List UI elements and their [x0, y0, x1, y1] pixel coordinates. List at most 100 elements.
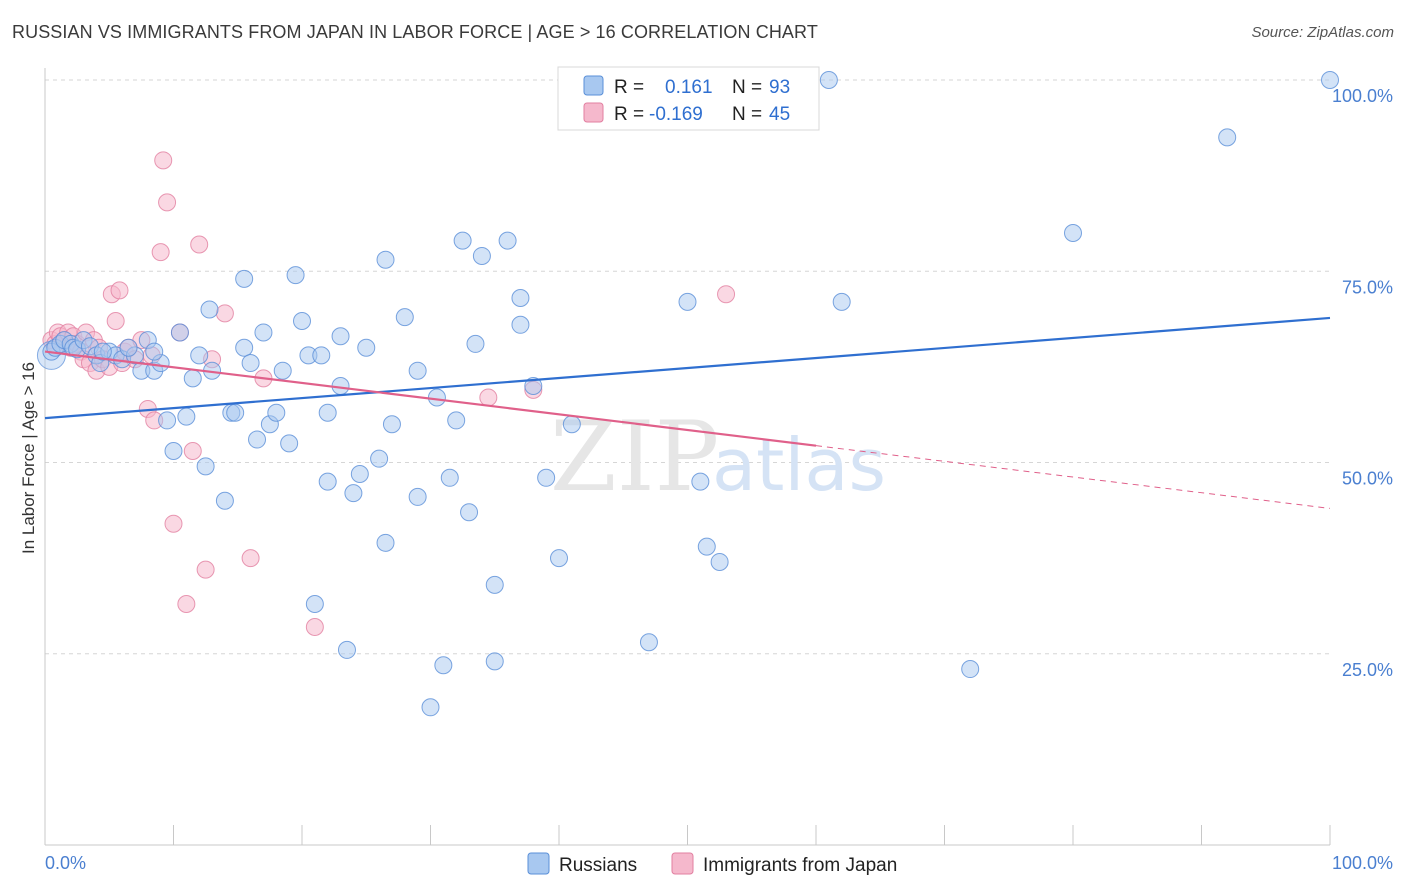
point-russians-51 — [350, 464, 369, 483]
legend-n-value-2: 45 — [769, 104, 790, 125]
point-japan-45 — [717, 285, 736, 304]
point-russians-84 — [832, 292, 851, 311]
point-russians-66 — [460, 503, 479, 522]
trend-lines — [44, 316, 1331, 509]
point-russians-53 — [370, 449, 389, 468]
point-russians-86 — [1064, 224, 1082, 242]
point-russians-25 — [196, 457, 215, 476]
point-russians-70 — [485, 652, 504, 671]
point-japan-29 — [151, 243, 170, 262]
point-russians-77 — [562, 415, 581, 434]
legend-swatch-japan — [583, 102, 604, 123]
point-russians-45 — [318, 472, 337, 491]
point-russians-50 — [344, 484, 363, 503]
point-russians-28 — [215, 491, 234, 510]
correlation-legend: R = 0.161 N = 93 R = -0.169 N = 45 — [557, 66, 820, 131]
point-russians-71 — [498, 231, 517, 250]
point-japan-34 — [177, 595, 196, 614]
point-japan-43 — [479, 388, 498, 407]
point-russians-46 — [318, 403, 337, 422]
legend-r-value-2: -0.169 — [649, 104, 703, 125]
point-japan-31 — [154, 151, 173, 170]
legend-r-value-1: 0.161 — [665, 77, 713, 98]
bottom-legend-russians: Russians — [559, 855, 637, 876]
point-russians-38 — [273, 361, 292, 380]
point-russians-68 — [472, 246, 491, 265]
y-tick-label-1: 50.0% — [1342, 469, 1393, 489]
point-japan-19 — [106, 311, 125, 330]
series-russians — [36, 71, 1339, 717]
x-tick-label-0: 0.0% — [45, 853, 86, 873]
point-russians-44 — [312, 346, 331, 365]
legend-swatch-russians — [583, 75, 604, 96]
point-russians-35 — [254, 323, 273, 342]
x-tick-label-1: 100.0% — [1332, 853, 1393, 873]
point-russians-48 — [331, 327, 350, 346]
point-russians-26 — [200, 300, 219, 319]
point-japan-39 — [215, 304, 234, 323]
trend-japan-dashed — [815, 445, 1331, 509]
point-russians-80 — [691, 472, 710, 491]
point-russians-19 — [158, 411, 177, 430]
point-russians-74 — [524, 377, 543, 395]
point-russians-60 — [421, 698, 440, 717]
point-russians-63 — [440, 468, 459, 487]
point-russians-55 — [376, 533, 395, 552]
point-japan-42 — [305, 617, 324, 636]
point-japan-20 — [110, 281, 129, 300]
point-russians-90 — [119, 338, 138, 357]
trend-russians — [44, 316, 1331, 420]
point-russians-31 — [235, 338, 254, 357]
point-russians-59 — [408, 361, 427, 380]
trend-japan-solid — [44, 350, 817, 447]
bottom-legend-japan: Immigrants from Japan — [703, 855, 897, 876]
point-russians-56 — [382, 415, 401, 434]
point-russians-43 — [305, 595, 324, 614]
point-russians-21 — [170, 323, 189, 342]
y-tick-label-2: 75.0% — [1342, 277, 1393, 297]
point-russians-23 — [183, 369, 202, 388]
chart-title: RUSSIAN VS IMMIGRANTS FROM JAPAN IN LABO… — [12, 22, 818, 42]
point-russians-41 — [293, 311, 311, 330]
legend-r-label-1: R = — [614, 77, 644, 98]
point-russians-78 — [639, 633, 658, 652]
grid-lines — [45, 79, 1330, 655]
point-russians-76 — [550, 549, 568, 568]
point-russians-57 — [395, 308, 414, 327]
point-russians-24 — [190, 346, 209, 365]
point-russians-64 — [447, 411, 466, 430]
source-label: Source: ZipAtlas.com — [1251, 24, 1394, 41]
point-russians-67 — [466, 334, 485, 353]
point-russians-22 — [177, 407, 196, 426]
point-japan-35 — [183, 442, 202, 461]
point-japan-30 — [158, 193, 177, 212]
legend-n-label-1: N = — [732, 77, 762, 98]
point-russians-30 — [226, 403, 245, 422]
point-russians-34 — [248, 430, 267, 449]
legend-r-label-2: R = — [614, 104, 644, 125]
legend-n-label-2: N = — [732, 104, 762, 125]
point-russians-65 — [453, 231, 472, 250]
point-japan-36 — [190, 235, 209, 254]
point-russians-79 — [678, 292, 697, 311]
bottom-legend-swatch-japan — [671, 852, 694, 875]
y-axis-label: In Labor Force | Age > 16 — [19, 362, 38, 554]
point-russians-40 — [286, 266, 305, 285]
axes — [44, 68, 1331, 846]
point-russians-72 — [511, 289, 530, 308]
point-russians-91 — [93, 342, 112, 361]
point-russians-20 — [164, 442, 183, 461]
bottom-legend-swatch-russians — [527, 852, 550, 875]
point-russians-88 — [1321, 71, 1339, 89]
point-russians-82 — [710, 552, 729, 571]
x-tick-labels: 0.0% 100.0% — [45, 853, 1393, 873]
point-russians-32 — [235, 269, 254, 288]
point-russians-61 — [427, 388, 446, 407]
point-russians-75 — [537, 468, 556, 487]
point-russians-69 — [485, 575, 504, 594]
point-russians-83 — [819, 71, 838, 89]
point-russians-52 — [357, 338, 376, 357]
point-russians-87 — [1218, 128, 1237, 147]
point-russians-85 — [961, 660, 980, 679]
